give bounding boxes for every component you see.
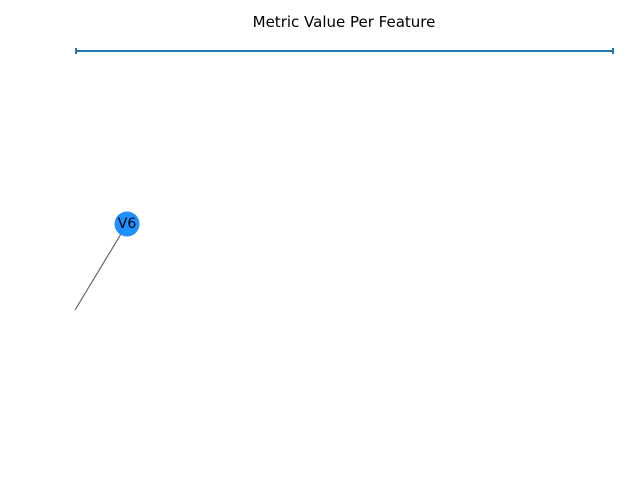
graph-edge xyxy=(74,223,128,311)
graph-node-circle xyxy=(114,211,140,237)
graph-node-v6: V6 xyxy=(114,211,140,237)
metric-range-bar xyxy=(75,48,614,54)
graph-node-label: V6 xyxy=(118,216,137,232)
chart-title: Metric Value Per Feature xyxy=(253,13,436,31)
